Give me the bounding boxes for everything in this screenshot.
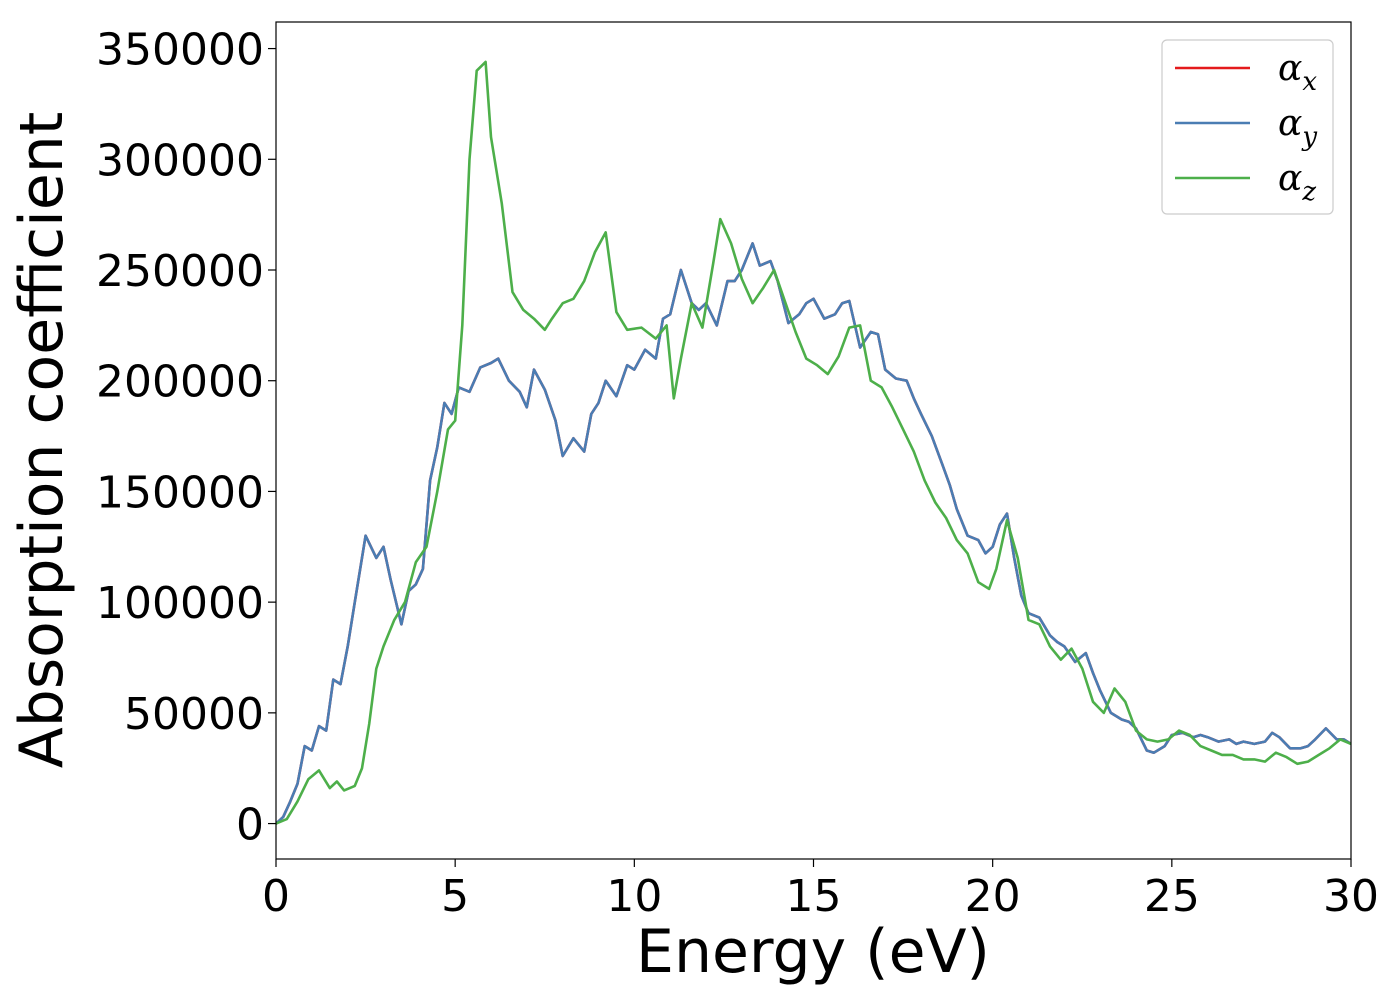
y-tick-label: 300000 — [96, 135, 264, 186]
legend-box — [1161, 39, 1334, 215]
legend-label-alpha-z: αz — [1278, 158, 1316, 207]
y-tick-label: 350000 — [96, 25, 264, 76]
plot-lines — [276, 60, 1351, 825]
x-tick-label: 0 — [262, 871, 290, 922]
x-tick-label: 20 — [965, 871, 1021, 922]
legend-entries: αx αy αz — [1175, 48, 1317, 207]
y-tick-label: 200000 — [96, 357, 264, 408]
y-axis-ticks: 0 50000 100000 150000 200000 250000 300000 3500… — [96, 25, 276, 851]
series-line-alpha-y — [276, 242, 1351, 825]
x-tick-label: 25 — [1144, 871, 1200, 922]
legend-label-alpha-y: αy — [1278, 103, 1317, 152]
y-tick-label: 0 — [236, 800, 264, 851]
legend: αx αy αz — [1161, 39, 1334, 215]
x-tick-label: 15 — [786, 871, 842, 922]
y-axis-label: Absorption coefficient — [7, 112, 77, 769]
y-tick-label: 50000 — [124, 689, 264, 740]
x-tick-label: 10 — [606, 871, 662, 922]
x-axis-label: Energy (eV) — [636, 917, 990, 987]
x-tick-label: 30 — [1323, 871, 1379, 922]
series-line-alpha-z — [276, 60, 1351, 825]
x-tick-label: 5 — [441, 871, 469, 922]
y-tick-label: 250000 — [96, 246, 264, 297]
legend-label-alpha-x: αx — [1278, 48, 1317, 97]
y-tick-label: 150000 — [96, 467, 264, 518]
x-axis-ticks: 0 5 10 15 20 25 30 — [262, 859, 1379, 922]
y-tick-label: 100000 — [96, 578, 264, 629]
